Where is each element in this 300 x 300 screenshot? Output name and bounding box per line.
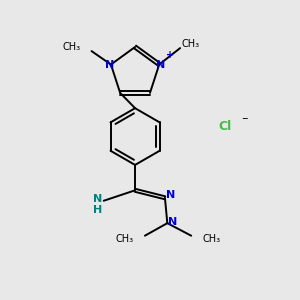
Text: ⁻: ⁻	[241, 115, 247, 128]
Text: N: N	[105, 60, 114, 70]
Text: N: N	[92, 194, 102, 204]
Text: H: H	[92, 205, 102, 215]
Text: CH₃: CH₃	[182, 39, 200, 49]
Text: CH₃: CH₃	[202, 234, 221, 244]
Text: CH₃: CH₃	[116, 234, 134, 244]
Text: Cl: Cl	[218, 120, 231, 133]
Text: +: +	[167, 50, 175, 60]
Text: CH₃: CH₃	[63, 42, 81, 52]
Text: N: N	[166, 190, 175, 200]
Text: N: N	[156, 60, 165, 70]
Text: N: N	[168, 217, 177, 227]
